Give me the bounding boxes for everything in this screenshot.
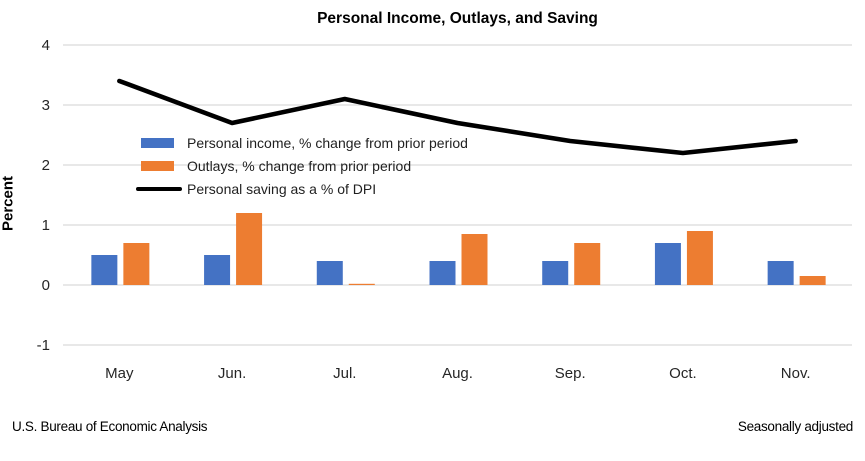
- adjustment-note: Seasonally adjusted: [737, 419, 853, 434]
- bar-personal-income-Jul.: [316, 261, 343, 285]
- x-tick-label: Nov.: [781, 365, 811, 382]
- legend-item-personal-saving: Personal saving as a % of DPI: [136, 181, 468, 197]
- x-tick-label: Jun.: [218, 365, 246, 382]
- legend-label: Outlays, % change from prior period: [187, 158, 412, 174]
- bar-personal-income-Nov.: [767, 261, 794, 285]
- personal-income-swatch-icon: [136, 136, 182, 150]
- source-note: U.S. Bureau of Economic Analysis: [12, 419, 208, 434]
- bar-personal-income-Sep.: [542, 261, 569, 285]
- bar-outlays-Jun.: [236, 213, 263, 285]
- saving-line-swatch-icon: [136, 182, 182, 196]
- x-tick-label: Oct.: [669, 365, 697, 382]
- bar-outlays-Nov.: [799, 276, 826, 285]
- x-tick-label: Sep.: [555, 365, 586, 382]
- y-tick-label: 1: [42, 217, 50, 234]
- bar-personal-income-Aug.: [429, 261, 456, 285]
- legend-item-outlays: Outlays, % change from prior period: [136, 158, 468, 174]
- y-tick-label: 4: [42, 37, 50, 54]
- bar-outlays-Aug.: [461, 234, 488, 285]
- outlays-swatch-icon: [136, 159, 182, 173]
- bar-outlays-Oct.: [686, 231, 713, 285]
- personal-saving-line: [117, 78, 798, 156]
- bar-personal-income-Jun.: [204, 255, 231, 285]
- chart-legend: Personal income, % change from prior per…: [136, 135, 468, 205]
- legend-label: Personal saving as a % of DPI: [187, 181, 377, 197]
- y-tick-label: -1: [37, 337, 50, 354]
- y-tick-label: 2: [42, 157, 50, 174]
- x-tick-label: May: [105, 365, 134, 382]
- bar-personal-income-May: [91, 255, 118, 285]
- chart-title: Personal Income, Outlays, and Saving: [317, 10, 598, 27]
- legend-item-personal-income: Personal income, % change from prior per…: [136, 135, 468, 151]
- legend-label: Personal income, % change from prior per…: [187, 135, 468, 151]
- x-tick-label: Aug.: [442, 365, 473, 382]
- y-tick-label: 0: [42, 277, 50, 294]
- bar-outlays-Jul.: [348, 283, 375, 285]
- y-tick-label: 3: [42, 97, 50, 114]
- bar-outlays-Sep.: [574, 243, 601, 285]
- x-tick-label: Jul.: [333, 365, 356, 382]
- bar-outlays-May: [123, 243, 150, 285]
- bar-personal-income-Oct.: [654, 243, 681, 285]
